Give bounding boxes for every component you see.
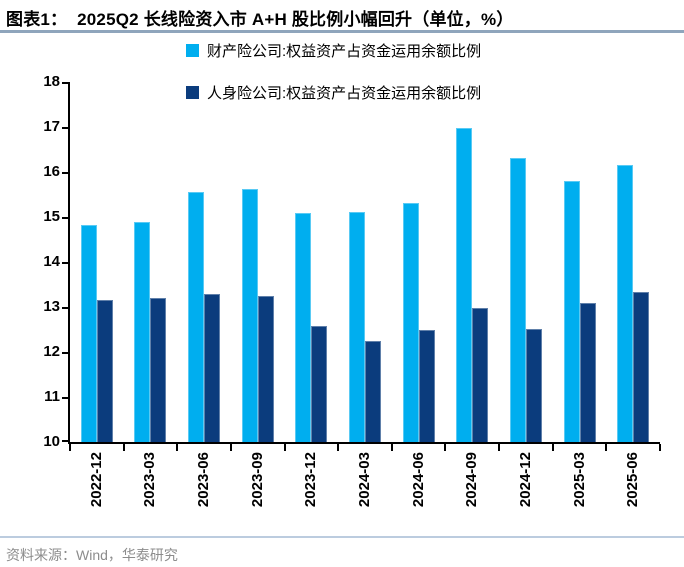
y-axis-label: 17 [43, 118, 60, 135]
bar-property-insurers [509, 157, 526, 442]
y-axis-label: 13 [43, 298, 60, 315]
y-axis-label: 10 [43, 433, 60, 450]
bar-life-insurers [364, 340, 381, 442]
y-axis-tick [62, 127, 68, 129]
bar-group [231, 82, 285, 442]
y-axis-label: 12 [43, 343, 60, 360]
x-axis-label: 2025-06 [624, 452, 642, 508]
bar-life-insurers [579, 303, 596, 442]
y-axis-label: 11 [44, 388, 60, 405]
bar-property-insurers [295, 212, 312, 442]
y-axis-tick [62, 397, 68, 399]
x-axis-label: 2023-09 [248, 452, 266, 508]
bar-property-insurers [80, 224, 97, 442]
bar-life-insurers [257, 295, 274, 442]
x-axis-tick [659, 444, 661, 451]
y-axis-label: 15 [43, 208, 60, 225]
x-axis-tick [176, 444, 178, 451]
source-note: 资料来源：Wind，华泰研究 [6, 547, 178, 563]
y-axis-label: 18 [43, 73, 60, 90]
bar-property-insurers [348, 211, 365, 442]
y-axis-tick [62, 172, 68, 174]
legend-item-property-insurers: 财产险公司:权益资产占资金运用余额比例 [186, 40, 481, 61]
bar-property-insurers [617, 165, 634, 442]
legend-label-property-insurers: 财产险公司:权益资产占资金运用余额比例 [207, 43, 482, 60]
x-axis-label: 2023-03 [141, 452, 159, 508]
x-axis-tick [605, 444, 607, 451]
x-axis-tick [123, 444, 125, 451]
y-axis-tick [62, 440, 68, 442]
y-axis-label: 16 [43, 163, 60, 180]
y-axis-tick [62, 307, 68, 309]
bar-property-insurers [241, 188, 258, 442]
bar-group [285, 82, 339, 442]
y-axis-label: 14 [43, 253, 60, 270]
x-axis-tick [552, 444, 554, 451]
bar-group [499, 82, 553, 442]
y-axis-tick [62, 82, 68, 84]
plot-area: 18 17 16 15 14 13 12 11 10 2022-12 2023-03 2023-06 2… [43, 73, 661, 507]
x-axis-label: 2025-03 [570, 452, 588, 508]
y-axis-tick [62, 262, 68, 264]
figure-title: 图表1： 2025Q2 长线险资入市 A+H 股比例小幅回升（单位，%） [6, 10, 514, 29]
x-axis-tick [391, 444, 393, 451]
bar-group [445, 82, 499, 442]
bar-life-insurers [204, 293, 221, 442]
bar-property-insurers [563, 181, 580, 442]
bar-life-insurers [150, 298, 167, 442]
x-axis-label: 2024-06 [409, 452, 427, 508]
bar-property-insurers [134, 222, 151, 442]
bar-group [606, 82, 660, 442]
legend-swatch-light-blue-icon [186, 44, 199, 57]
x-axis-tick [444, 444, 446, 451]
y-axis-tick [62, 217, 68, 219]
x-axis-label: 2024-03 [356, 452, 373, 508]
bar-group [553, 82, 607, 442]
bar-life-insurers [525, 328, 542, 442]
x-axis-label: 2024-09 [463, 452, 481, 508]
bar-group [70, 82, 124, 442]
x-axis-label: 2023-12 [302, 452, 320, 508]
x-axis-tick [230, 444, 232, 451]
legend-swatch-dark-blue-icon [186, 86, 199, 99]
x-axis-tick [337, 444, 339, 451]
x-axis-tick [284, 444, 286, 451]
bar-life-insurers [311, 325, 328, 442]
bar-group [338, 82, 392, 442]
x-axis-label: 2022-12 [87, 452, 105, 508]
bar-life-insurers [633, 292, 650, 442]
x-axis-label: 2024-12 [516, 452, 534, 508]
x-axis-label: 2023-06 [195, 452, 213, 508]
y-axis-tick [62, 352, 68, 354]
x-axis-tick [69, 444, 71, 451]
bar-life-insurers [472, 308, 489, 442]
legend-label-life-insurers: 人身险公司:权益资产占资金运用余额比例 [207, 85, 482, 102]
x-axis-tick [498, 444, 500, 451]
legend-item-life-insurers: 人身险公司:权益资产占资金运用余额比例 [186, 82, 481, 103]
bar-property-insurers [402, 202, 419, 442]
footer-divider [0, 536, 684, 538]
bar-property-insurers [188, 192, 205, 442]
bar-life-insurers [96, 300, 113, 442]
bar-group [177, 82, 231, 442]
bar-group [392, 82, 446, 442]
title-divider [0, 30, 684, 33]
chart-legend: 财产险公司:权益资产占资金运用余额比例 人身险公司:权益资产占资金运用余额比例 [186, 40, 481, 103]
bar-life-insurers [418, 330, 435, 442]
bar-property-insurers [456, 128, 473, 442]
bar-group [124, 82, 178, 442]
